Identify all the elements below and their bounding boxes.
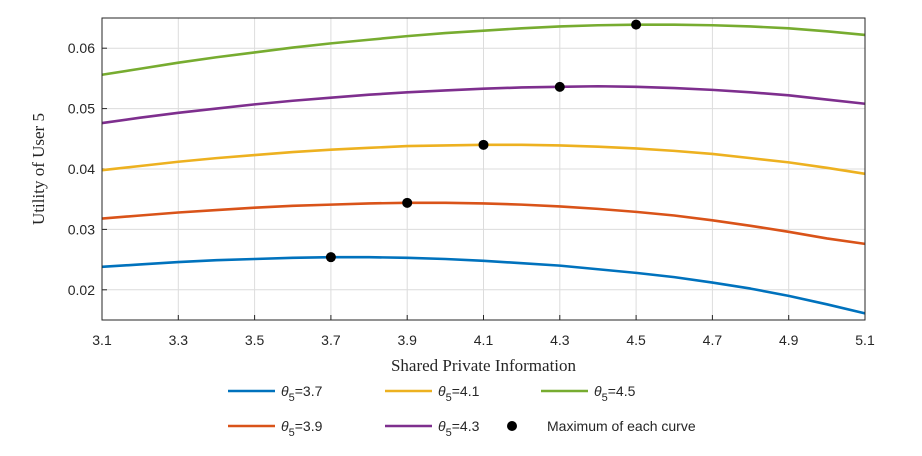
legend-label-value: =3.7 — [295, 383, 323, 399]
legend-label-symbol: θ — [281, 418, 289, 434]
legend-label-subscript: 5 — [446, 392, 452, 404]
series-line-1 — [101, 255, 866, 315]
legend-label: Maximum of each curve — [547, 418, 696, 434]
legend-label-subscript: 5 — [602, 392, 608, 404]
legend-label-subscript: 5 — [289, 392, 295, 404]
legend-item-1: θ5=3.7 — [228, 383, 323, 404]
legend-label-subscript: 5 — [289, 427, 295, 439]
series-line-4 — [101, 84, 866, 125]
legend-label-symbol: θ — [594, 383, 602, 399]
maximum-point-3 — [478, 139, 489, 150]
legend-item-5: θ5=4.5 — [541, 383, 636, 404]
x-tick-label: 4.3 — [550, 332, 570, 348]
maximum-point-1 — [325, 252, 336, 263]
legend-label-subscript: 5 — [446, 427, 452, 439]
legend-label: θ5=4.1 — [438, 383, 480, 404]
y-tick-label: 0.03 — [68, 221, 95, 237]
y-tick-labels: 0.02 0.03 0.04 0.05 0.06 — [68, 40, 95, 298]
x-tick-label: 3.7 — [321, 332, 341, 348]
legend-item-3: θ5=4.1 — [385, 383, 480, 404]
maximum-point-5 — [631, 19, 642, 30]
y-tick-label: 0.02 — [68, 282, 95, 298]
y-tick-label: 0.04 — [68, 161, 95, 177]
legend-label: θ5=3.7 — [281, 383, 323, 404]
legend-label-symbol: θ — [281, 383, 289, 399]
x-tick-label: 4.1 — [474, 332, 494, 348]
legend-label-value: =4.5 — [608, 383, 636, 399]
maximum-point-4 — [554, 81, 565, 92]
x-tick-label: 4.9 — [779, 332, 799, 348]
legend-label-value: =3.9 — [295, 418, 323, 434]
y-tick-label: 0.06 — [68, 40, 95, 56]
x-tick-label: 3.1 — [92, 332, 112, 348]
grid — [101, 18, 866, 320]
legend-label-symbol: θ — [438, 418, 446, 434]
y-tick-label: 0.05 — [68, 101, 95, 117]
legend-label-value: =4.3 — [452, 418, 480, 434]
legend-label-value: =4.1 — [452, 383, 480, 399]
x-tick-label: 3.3 — [169, 332, 189, 348]
x-tick-labels: 3.1 3.3 3.5 3.7 3.9 4.1 4.3 4.5 4.7 4.9 5.1 — [92, 332, 875, 348]
legend-item-maximum: Maximum of each curve — [507, 418, 696, 434]
legend-label: θ5=4.5 — [594, 383, 636, 404]
legend-item-4: θ5=4.3 — [385, 418, 480, 439]
legend-marker — [507, 421, 517, 431]
legend-label: θ5=4.3 — [438, 418, 480, 439]
x-tick-label: 3.5 — [245, 332, 265, 348]
maxima-markers — [325, 19, 642, 263]
x-axis-label: Shared Private Information — [391, 356, 577, 375]
x-tick-label: 5.1 — [855, 332, 875, 348]
series-line-5 — [101, 23, 866, 77]
x-tick-label: 4.5 — [626, 332, 646, 348]
plot-frame — [101, 17, 866, 321]
legend-item-2: θ5=3.9 — [228, 418, 323, 439]
x-tick-label: 4.7 — [703, 332, 723, 348]
x-tick-label: 3.9 — [397, 332, 417, 348]
series-line-2 — [101, 201, 866, 246]
legend-label-symbol: θ — [438, 383, 446, 399]
legend-label: θ5=3.9 — [281, 418, 323, 439]
y-axis-label: Utility of User 5 — [29, 113, 48, 225]
maximum-point-2 — [402, 197, 413, 208]
